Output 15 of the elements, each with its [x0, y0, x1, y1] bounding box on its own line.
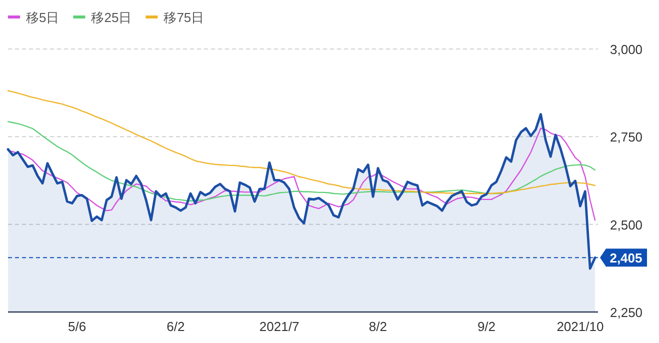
x-tick-label: 6/2: [166, 319, 185, 334]
legend-label: 移5日: [26, 10, 60, 25]
y-tick-label: 2,250: [610, 305, 643, 320]
x-tick-label: 5/6: [68, 319, 86, 334]
x-tick-label: 8/2: [368, 319, 387, 334]
legend-label: 移25日: [91, 10, 132, 25]
x-tick-label: 2021/10: [556, 319, 604, 334]
y-tick-label: 3,000: [610, 42, 643, 57]
x-tick-label: 9/2: [477, 319, 496, 334]
ref-line-label: 2,405: [610, 250, 642, 266]
legend-label: 移75日: [164, 10, 204, 25]
ref-label: 2,405: [600, 248, 647, 267]
y-tick-label: 2,750: [610, 130, 643, 145]
x-tick-label: 2021/7: [259, 319, 300, 334]
y-tick-label: 2,500: [610, 217, 643, 232]
